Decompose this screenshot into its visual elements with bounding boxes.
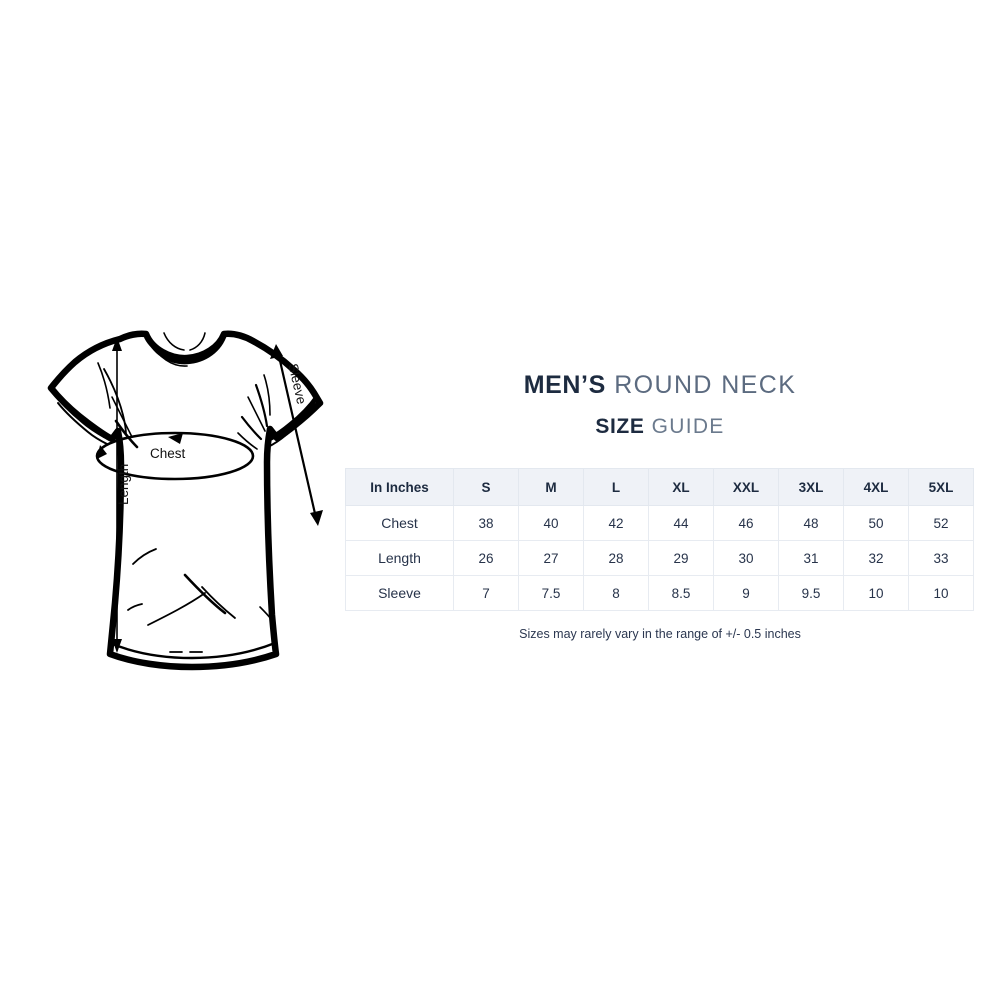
cell-sleeve-s: 7 <box>453 575 519 611</box>
cell-sleeve-xl: 8.5 <box>648 575 714 611</box>
row-label-length: Length <box>345 540 454 576</box>
cell-chest-4xl: 50 <box>843 505 909 541</box>
cell-sleeve-m: 7.5 <box>518 575 584 611</box>
column-header-m: M <box>518 468 584 506</box>
page-title-emphasis: MEN’S <box>523 371 606 399</box>
cell-length-4xl: 32 <box>843 540 909 576</box>
page-subtitle-emphasis: SIZE <box>595 415 645 438</box>
measurement-label-length: Length <box>116 463 131 505</box>
page-subtitle-rest: GUIDE <box>644 415 725 438</box>
column-header-s: S <box>453 468 519 506</box>
column-header-5xl: 5XL <box>908 468 974 506</box>
size-table-container: In Inches S M L XL XXL 3XL 4XL 5XL Chest… <box>345 468 975 611</box>
cell-sleeve-5xl: 10 <box>908 575 974 611</box>
column-header-measurement: In Inches <box>345 468 454 506</box>
cell-chest-s: 38 <box>453 505 519 541</box>
cell-length-3xl: 31 <box>778 540 844 576</box>
tshirt-diagram <box>20 325 370 675</box>
cell-sleeve-xxl: 9 <box>713 575 779 611</box>
cell-length-s: 26 <box>453 540 519 576</box>
column-header-3xl: 3XL <box>778 468 844 506</box>
cell-sleeve-4xl: 10 <box>843 575 909 611</box>
cell-chest-xl: 44 <box>648 505 714 541</box>
row-label-chest: Chest <box>345 505 454 541</box>
cell-length-m: 27 <box>518 540 584 576</box>
size-chart-table: In Inches S M L XL XXL 3XL 4XL 5XL Chest… <box>345 468 974 611</box>
column-header-l: L <box>583 468 649 506</box>
cell-chest-5xl: 52 <box>908 505 974 541</box>
page-title: MEN’S ROUND NECK <box>345 370 975 400</box>
table-row: Sleeve 7 7.5 8 8.5 9 9.5 10 10 <box>345 575 974 611</box>
cell-sleeve-3xl: 9.5 <box>778 575 844 611</box>
table-row: Length 26 27 28 29 30 31 32 33 <box>345 540 974 576</box>
cell-chest-m: 40 <box>518 505 584 541</box>
cell-length-l: 28 <box>583 540 649 576</box>
page-title-rest: ROUND NECK <box>605 371 797 399</box>
table-row: Chest 38 40 42 44 46 48 50 52 <box>345 505 974 541</box>
cell-chest-l: 42 <box>583 505 649 541</box>
table-header-row: In Inches S M L XL XXL 3XL 4XL 5XL <box>345 468 974 506</box>
cell-length-xl: 29 <box>648 540 714 576</box>
cell-length-xxl: 30 <box>713 540 779 576</box>
page-subtitle: SIZE GUIDE <box>345 414 975 440</box>
size-variance-note: Sizes may rarely vary in the range of +/… <box>519 627 801 641</box>
cell-chest-xxl: 46 <box>713 505 779 541</box>
cell-chest-3xl: 48 <box>778 505 844 541</box>
cell-length-5xl: 33 <box>908 540 974 576</box>
tshirt-line-art-icon <box>47 330 324 671</box>
column-header-xxl: XXL <box>713 468 779 506</box>
cell-sleeve-l: 8 <box>583 575 649 611</box>
column-header-xl: XL <box>648 468 714 506</box>
row-label-sleeve: Sleeve <box>345 575 454 611</box>
size-guide-panel: MEN’S ROUND NECK SIZE GUIDE In Inches S … <box>345 370 975 641</box>
column-header-4xl: 4XL <box>843 468 909 506</box>
measurement-label-chest: Chest <box>150 446 186 461</box>
